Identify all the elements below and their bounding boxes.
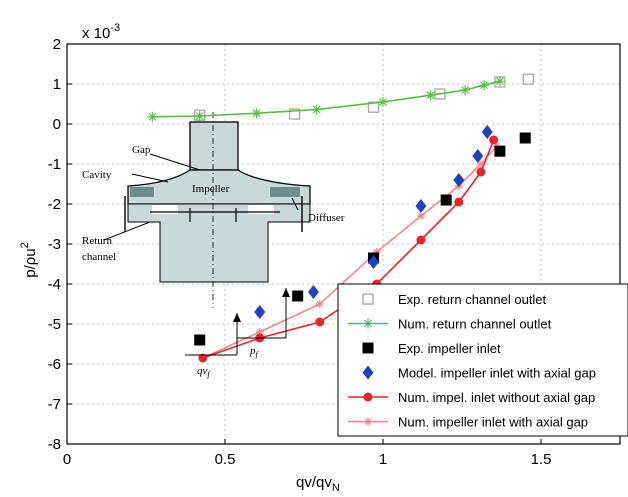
inset-channel-label: channel (82, 251, 116, 263)
return-channel-body (128, 204, 310, 282)
series-4-point-7 (489, 136, 498, 145)
series-3-point-0 (254, 305, 265, 319)
p-annotation: pf (249, 345, 260, 359)
arrow-1 (233, 313, 241, 322)
series-5-point-4 (417, 212, 425, 220)
y-tick-label-0: 2 (53, 36, 61, 53)
y-tick-label-5: -3 (48, 236, 61, 253)
series-3-point-1 (308, 285, 319, 299)
series-1-point-1 (195, 111, 205, 121)
x-tick-label-2: 1 (379, 451, 387, 468)
inset-return-label: Return (82, 235, 112, 247)
y-tick-label-1: 1 (53, 76, 61, 93)
y-tick-label-2: 0 (53, 116, 61, 133)
inset-gap-label: Gap (132, 144, 151, 156)
legend-label-2: Exp. impeller inlet (398, 341, 501, 356)
legend-marker-1 (363, 319, 373, 329)
legend-marker-0 (363, 294, 373, 304)
legend-label-5: Num. impeller inlet with axial gap (398, 415, 588, 430)
series-0-point-5 (523, 74, 533, 84)
legend-marker-4 (364, 393, 373, 402)
series-1-point-0 (147, 112, 157, 122)
x-axis-label: qv/qvN (296, 474, 340, 494)
y-tick-label-10: -8 (48, 436, 61, 453)
series-3-point-3 (415, 199, 426, 213)
impeller-schematic-inset: Gap Cavity Impeller Diffuser Return chan… (82, 112, 345, 308)
series-3-point-5 (472, 149, 483, 163)
series-3-point-4 (453, 173, 464, 187)
series-4-point-2 (315, 318, 324, 327)
series-1-point-8 (495, 76, 505, 86)
series-1-point-6 (460, 85, 470, 95)
y-tick-label-7: -5 (48, 316, 61, 333)
series-1-point-3 (312, 105, 322, 115)
series-4-point-6 (476, 168, 485, 177)
legend-label-3: Model. impeller inlet with axial gap (398, 366, 596, 381)
legend-marker-5 (364, 418, 372, 426)
inset-impeller-label: Impeller (192, 183, 230, 195)
y-tick-label-8: -6 (48, 356, 61, 373)
qv-annotation: qvf (197, 365, 211, 379)
series-2-point-3 (441, 195, 452, 206)
series-2-point-1 (292, 291, 303, 302)
series-5-point-2 (316, 300, 324, 308)
series-1-point-5 (425, 90, 435, 100)
x-tick-label-3: 1.5 (531, 451, 552, 468)
legend-item-3: Model. impeller inlet with axial gap (363, 366, 596, 381)
series-4-point-5 (454, 198, 463, 207)
series-4-point-4 (416, 236, 425, 245)
y-axis-label: p/ρu2 (19, 242, 39, 278)
series-1-point-7 (479, 80, 489, 90)
inset-diffuser-label: Diffuser (308, 212, 345, 224)
x-tick-label-1: 0.5 (215, 451, 236, 468)
shaft-upper (190, 122, 238, 170)
series-1 (147, 76, 505, 122)
cavity-callout (132, 174, 168, 182)
series-1-point-4 (378, 97, 388, 107)
inset-cavity-label: Cavity (82, 169, 112, 181)
x-tick-label-0: 0 (63, 451, 71, 468)
legend-label-1: Num. return channel outlet (398, 317, 552, 332)
y-tick-label-9: -7 (48, 396, 61, 413)
legend-label-4: Num. impel. inlet without axial gap (398, 390, 595, 405)
y-tick-label-6: -4 (48, 276, 61, 293)
series-2-point-0 (194, 335, 205, 346)
y-tick-label-4: -2 (48, 196, 61, 213)
y-scale-label: x 10-3 (82, 22, 120, 42)
series-2-point-4 (494, 146, 505, 157)
legend: Exp. return channel outlet Num. return ch… (338, 284, 628, 436)
arrow-2 (282, 288, 290, 297)
series-2-point-5 (520, 133, 531, 144)
legend-marker-2 (363, 343, 374, 354)
series-1-point-2 (252, 108, 262, 118)
y-tick-label-3: -1 (48, 156, 61, 173)
diffuser-block-left (130, 187, 154, 197)
diffuser-block-right (270, 187, 300, 197)
legend-label-0: Exp. return channel outlet (398, 292, 547, 307)
